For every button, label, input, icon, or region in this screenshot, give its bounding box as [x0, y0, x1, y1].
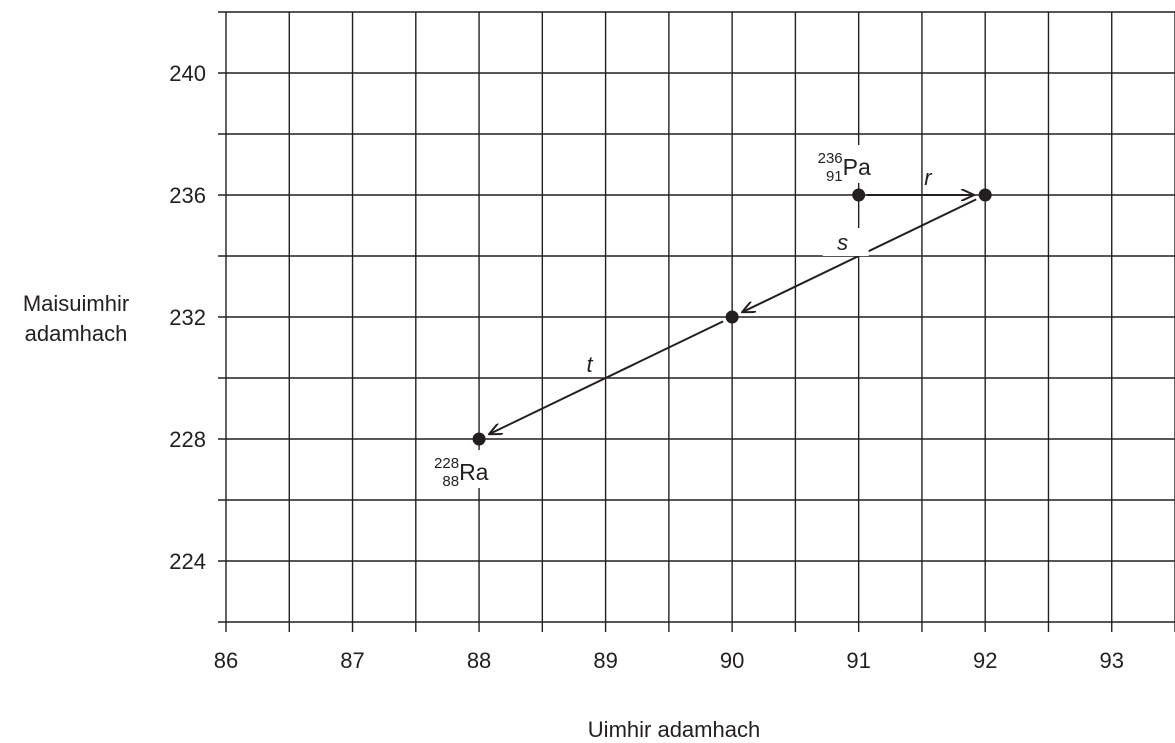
x-tick-label: 86: [214, 648, 238, 673]
nuclide-mass-number: 228: [434, 455, 459, 472]
nuclide-point: [852, 188, 866, 202]
arrow-label-s: s: [837, 230, 848, 255]
x-tick-label: 93: [1099, 648, 1123, 673]
arrow-label-t: t: [587, 352, 594, 377]
x-tick-label: 87: [340, 648, 364, 673]
x-tick-label: 88: [467, 648, 491, 673]
y-tick-label: 236: [169, 183, 206, 208]
arrow-label-background: [822, 228, 869, 256]
arrow-label-r: r: [924, 165, 933, 190]
y-tick-label: 228: [169, 427, 206, 452]
nuclide-atomic-number: 91: [826, 168, 843, 185]
y-axis-label-line-1: Maisuimhir: [23, 291, 129, 316]
y-tick-label: 240: [169, 61, 206, 86]
x-tick-label: 91: [846, 648, 870, 673]
nuclide-points: [472, 188, 992, 446]
nuclide-point: [978, 188, 992, 202]
x-axis-label: Uimhir adamhach: [588, 717, 760, 742]
nuclide-symbol: Ra: [459, 459, 489, 485]
y-tick-label: 232: [169, 305, 206, 330]
x-tick-label: 90: [720, 648, 744, 673]
nuclide-label-background: [427, 450, 506, 488]
decay-arrow-t: [490, 320, 724, 433]
nuclide-mass-number: 236: [818, 150, 843, 167]
grid: [218, 11, 1175, 632]
nuclide-symbol: Pa: [843, 154, 871, 180]
y-tick-label: 224: [169, 549, 206, 574]
nuclide-point: [725, 310, 739, 324]
y-axis-label-line-2: adamhach: [25, 321, 128, 346]
nuclide-atomic-number: 88: [442, 473, 459, 490]
x-tick-label: 92: [973, 648, 997, 673]
nuclide-point: [472, 432, 486, 446]
nuclide-label-background: [810, 145, 889, 183]
x-tick-label: 89: [593, 648, 617, 673]
